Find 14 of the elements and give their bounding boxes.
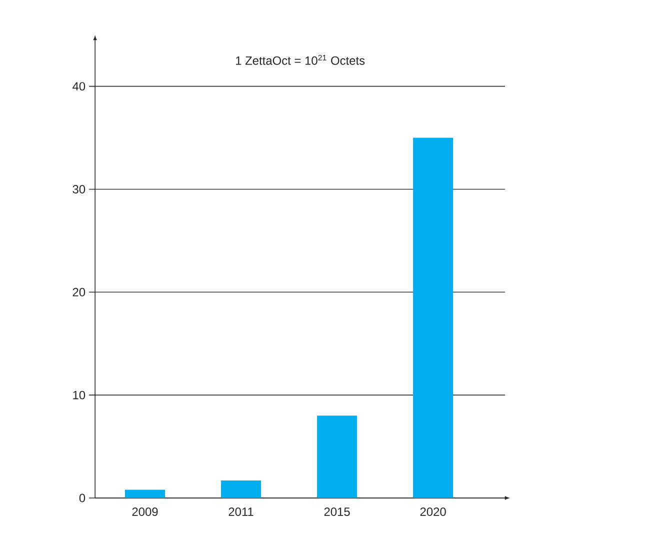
y-tick-label: 30: [72, 185, 86, 194]
x-tick-label: 2020: [420, 508, 446, 516]
text: 1 ZettaOct = 10$^{21}$ Octets: [236, 54, 365, 65]
y-tick-label: 10: [73, 390, 86, 400]
x-tick-label: 2009: [132, 508, 158, 516]
x-tick-label: 2011: [228, 508, 254, 516]
y-tick-label: 20: [72, 288, 86, 296]
y-tick-label: 0: [79, 494, 86, 502]
bar: [125, 490, 165, 498]
y-tick-label: 40: [72, 82, 86, 91]
bar: [317, 416, 358, 498]
x-tick-label: 2015: [324, 508, 350, 516]
bar: [221, 480, 262, 498]
bar: [413, 138, 454, 498]
